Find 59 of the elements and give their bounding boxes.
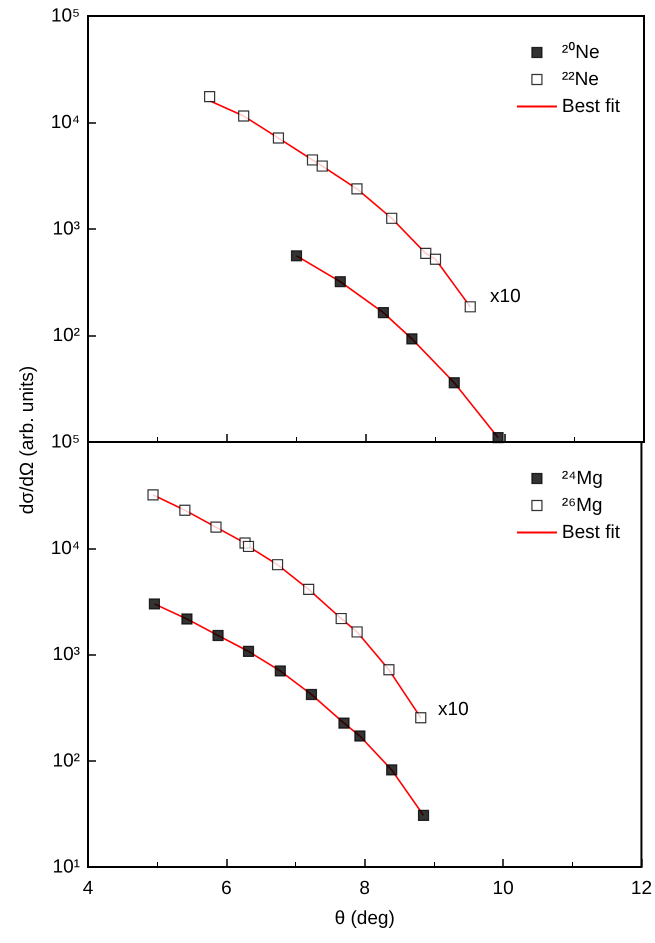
- point: [420, 248, 432, 260]
- y-tick-label: 10³: [52, 644, 80, 665]
- point: [406, 333, 418, 344]
- point: [242, 646, 254, 657]
- point: [306, 154, 318, 166]
- x-tick-label: 12: [630, 878, 652, 899]
- x-tick-label: 8: [359, 878, 370, 899]
- legend-label: ²²Ne: [562, 69, 599, 90]
- point: [147, 489, 159, 500]
- point: [204, 91, 216, 102]
- point: [272, 559, 284, 570]
- y-tick-label: 10¹: [52, 856, 80, 878]
- y-tick-label: 10²: [52, 750, 80, 772]
- point: [448, 377, 460, 388]
- x-tick-label: 10: [492, 878, 514, 899]
- point: [354, 730, 366, 742]
- x-axis-title: θ (deg): [334, 908, 395, 929]
- legend-label: ²⁰Ne: [562, 41, 600, 63]
- point: [418, 810, 430, 821]
- legend-label: ²⁴Mg: [562, 468, 603, 489]
- point: [430, 254, 442, 265]
- y-tick-label: 10⁴: [50, 538, 80, 559]
- point: [351, 183, 363, 194]
- point: [386, 764, 398, 776]
- point: [386, 212, 398, 224]
- point: [148, 598, 160, 610]
- y-tick-label: 10⁵: [50, 432, 80, 452]
- point: [383, 664, 395, 676]
- y-tick-label: 10⁵: [50, 6, 80, 26]
- point: [274, 665, 286, 677]
- point: [336, 612, 347, 624]
- point: [303, 584, 314, 595]
- point: [378, 307, 389, 318]
- point: [179, 504, 190, 516]
- point: [316, 160, 328, 172]
- x-tick-label: 4: [82, 878, 94, 899]
- point: [272, 132, 284, 144]
- point: [352, 626, 363, 638]
- point: [242, 540, 254, 552]
- point: [238, 110, 250, 122]
- point: [415, 712, 426, 724]
- point: [338, 718, 350, 729]
- y-tick-label: 10³: [52, 218, 80, 240]
- x-tick-label: 6: [221, 878, 232, 899]
- annotation: x10: [490, 286, 521, 307]
- point: [334, 276, 346, 288]
- legend-label: ²⁶Mg: [562, 495, 602, 516]
- point: [181, 613, 193, 625]
- y-tick-label: 10⁴: [50, 112, 80, 133]
- point: [212, 630, 224, 642]
- point: [210, 522, 222, 533]
- legend-label: Best fit: [562, 522, 621, 543]
- point: [290, 250, 302, 262]
- y-axis-title: dσ/dΩ (arb. units): [17, 366, 39, 514]
- point: [464, 301, 476, 312]
- y-tick-label: 10²: [52, 325, 80, 346]
- legend-label: Best fit: [562, 96, 621, 117]
- point: [306, 688, 318, 700]
- annotation: x10: [438, 699, 469, 720]
